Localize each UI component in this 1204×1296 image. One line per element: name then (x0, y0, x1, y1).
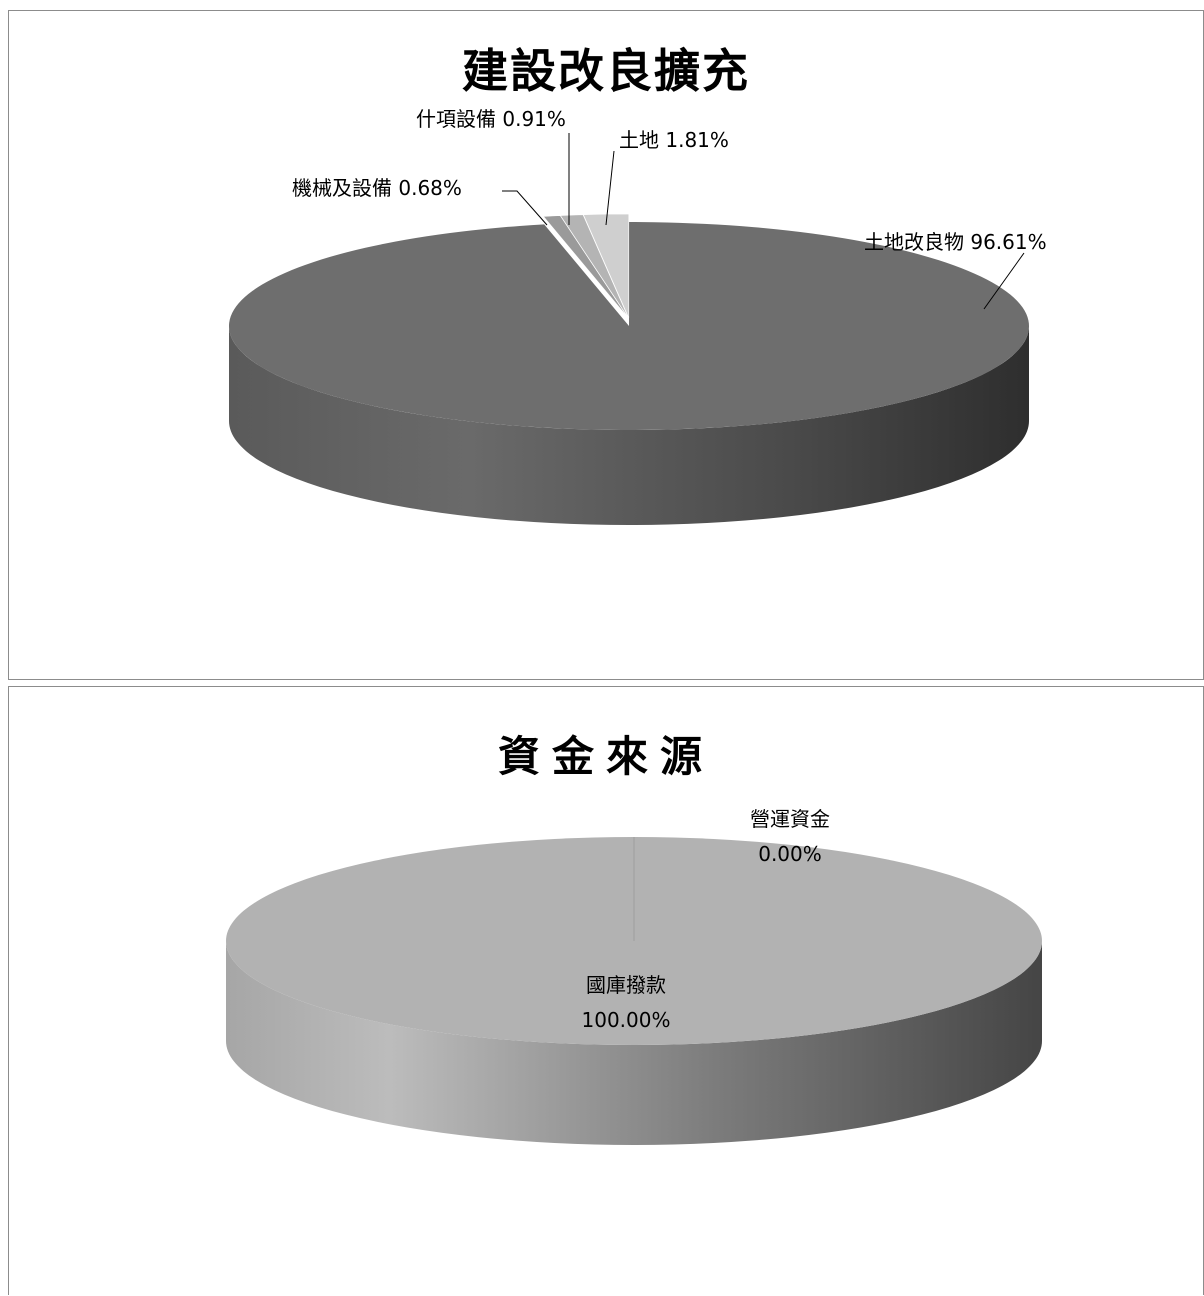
leader-line-1 (605, 150, 615, 226)
chart-title: 資金來源 (497, 732, 714, 781)
chart-panel-funding-source: 資金來源 國庫撥款 100.00% 營運資金 0.00% (8, 686, 1204, 1295)
pie-side-wall (226, 941, 1042, 1145)
pie-chart-capital-improvement: 土地改良物 96.61% 土地 1.81% 什項設備 0.91% 機械及設備 0.68… (228, 107, 1047, 525)
leader-line-0 (983, 252, 1025, 310)
pie-label-0: 土地改良物 96.61% (864, 230, 1047, 254)
pie-chart-funding-source: 國庫撥款 100.00% 營運資金 0.00% (226, 807, 1042, 1145)
pie-label-name-1: 營運資金 (750, 807, 830, 831)
pie-label-3: 機械及設備 0.68% (292, 176, 462, 200)
chart-panel-capital-improvement: 建設改良擴充 土地改良物 96.61% 土地 1.81% 什項設備 0.91% 機械及… (8, 10, 1204, 680)
pie-side-wall (229, 326, 1029, 525)
chart-title: 建設改良擴充 (462, 44, 750, 98)
pie-label-pct-0: 100.00% (582, 1008, 671, 1032)
pie-label-pct-1: 0.00% (758, 842, 822, 866)
pie-slice-0 (228, 222, 1029, 431)
leader-line-3 (502, 190, 548, 226)
pie-slice-1 (582, 213, 630, 319)
pie-label-2: 什項設備 0.91% (416, 107, 566, 131)
pie-label-1: 土地 1.81% (619, 128, 729, 152)
pie-label-name-0: 國庫撥款 (586, 973, 666, 997)
pie-slice-2 (559, 214, 629, 319)
